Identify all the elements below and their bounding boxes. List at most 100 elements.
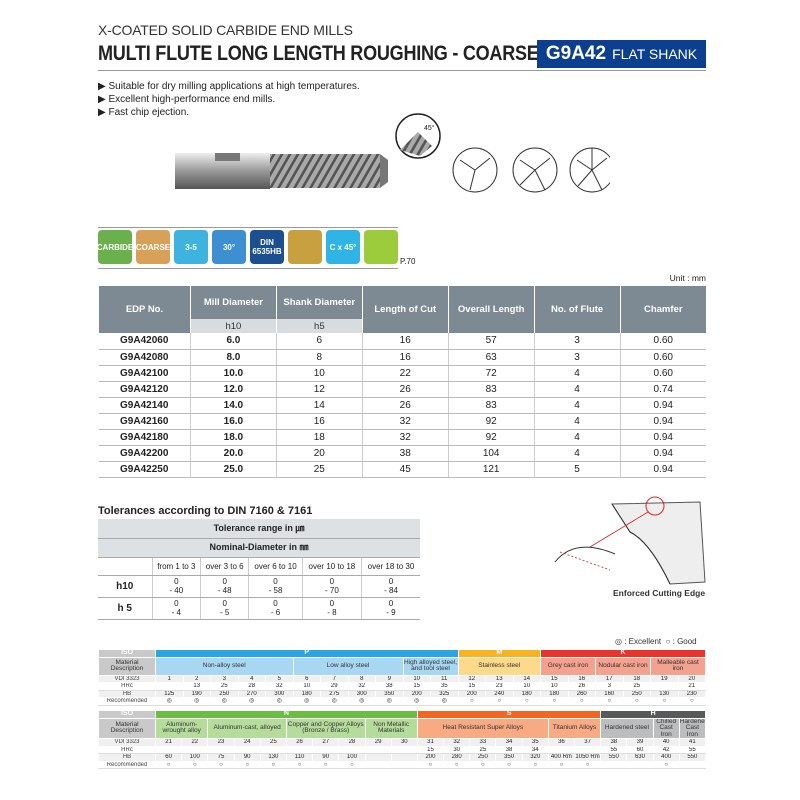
iso-row: ISO N S H xyxy=(98,710,706,719)
feature-icons: CARBIDE COARSE 3-5 30° DIN 6535HB C x 45° xyxy=(98,230,398,264)
hb-cell: 180 xyxy=(512,689,541,698)
vdi-cell: 32 xyxy=(443,738,471,747)
cell: G9A42200 xyxy=(98,445,191,462)
cell: G9A42120 xyxy=(98,381,191,398)
bullet: ▶ Suitable for dry milling applications … xyxy=(98,81,360,92)
cell: G9A42180 xyxy=(98,429,191,446)
cell: 10 xyxy=(275,365,363,382)
cell: 8.0 xyxy=(189,349,277,366)
cell: 83 xyxy=(447,397,535,414)
hb-cell: 180 xyxy=(540,689,569,698)
cell: 0.60 xyxy=(619,333,706,350)
hb-cell: 190 xyxy=(182,689,211,698)
upper: 0 xyxy=(329,577,335,586)
vdi-cell: 20 xyxy=(677,674,706,683)
din-icon: DIN 6535HB xyxy=(250,230,284,264)
tolerance-title: Tolerances according to DIN 7160 & 7161 xyxy=(98,505,313,517)
bullet-text: Excellent high-performance end mills. xyxy=(108,94,276,105)
cell: 12.0 xyxy=(189,381,277,398)
cell: 8 xyxy=(275,349,363,366)
hb-cell: 550 xyxy=(678,753,707,762)
hrc-cell: 34 xyxy=(521,745,549,754)
vdi-row: VDI 3323 1 2 3 4 5 6 7 8 9 10 11 12 13 14 15 16 17 18 19 20 xyxy=(98,674,706,683)
legend: ◎ : Excellent ○ : Good xyxy=(615,637,697,647)
hrc-cell xyxy=(181,745,209,754)
upper: 0 xyxy=(329,599,335,608)
cell: G9A42080 xyxy=(98,349,191,366)
tolerance-value: 0- 6 xyxy=(248,597,303,620)
material-description: Low alloy steel xyxy=(292,656,404,676)
rec-cell: ○ xyxy=(495,760,523,769)
bullet-text: Suitable for dry milling applications at… xyxy=(108,81,360,92)
hrc-cell xyxy=(364,745,392,754)
cell: 6 xyxy=(275,333,363,350)
column-header: over 10 to 18 xyxy=(301,557,362,576)
lower: - 84 xyxy=(384,586,398,595)
cell: 20 xyxy=(275,445,363,462)
hb-cell: 630 xyxy=(626,753,654,762)
hb-cell: 250 xyxy=(622,689,651,698)
divider xyxy=(98,227,398,228)
upper: 0 xyxy=(222,599,227,608)
cell: 72 xyxy=(447,365,535,382)
cell: 45 xyxy=(361,461,449,478)
hrc-cell xyxy=(338,745,366,754)
cross-sections xyxy=(452,147,610,193)
hrc-cell: 28 xyxy=(237,682,266,691)
row-label: Recommended xyxy=(98,760,156,769)
cell: 26 xyxy=(361,397,449,414)
table-row: G9A42250 25.0 25 45 121 5 0.94 xyxy=(98,461,706,478)
material-table-2: ISO N S H Material Description Aluminum-wroug… xyxy=(98,710,707,769)
vdi-cell: 22 xyxy=(181,738,209,747)
hrc-cell: 38 xyxy=(495,745,523,754)
vdi-cell: 31 xyxy=(416,738,445,747)
bullet: ▶ Excellent high-performance end mills. xyxy=(98,94,276,105)
vdi-cell: 29 xyxy=(364,738,392,747)
hb-cell: 200 xyxy=(457,689,486,698)
cell: 92 xyxy=(447,413,535,430)
rec-cell: ○ xyxy=(207,760,235,769)
range-label: Tolerance range in ㎛ xyxy=(98,519,420,539)
material-description: Copper and Copper Alloys (Bronze / Brass… xyxy=(285,717,366,739)
hb-cell: 275 xyxy=(320,689,349,698)
chamfer-detail xyxy=(400,132,432,156)
cell: 4 xyxy=(533,429,621,446)
rec-cell: ○ xyxy=(540,697,569,706)
column-header: Shank Diameter xyxy=(275,286,363,319)
rec-cell: ◎ xyxy=(182,697,211,706)
hb-cell xyxy=(364,753,392,762)
hrc-row: HRc 13 25 28 32 10 29 32 38 15 35 15 23 10 10 26 3 25 21 xyxy=(98,682,706,691)
bullet: ▶ Fast chip ejection. xyxy=(98,107,190,118)
cell: 0.94 xyxy=(619,445,706,462)
cell: 5 xyxy=(533,461,621,478)
vdi-cell: 2 xyxy=(182,674,211,683)
cell: G9A42140 xyxy=(98,397,191,414)
lower: - 9 xyxy=(386,608,396,617)
vdi-cell: 36 xyxy=(547,738,576,747)
hb-cell: 90 xyxy=(312,753,340,762)
vdi-cell: 23 xyxy=(207,738,235,747)
cell: 0.94 xyxy=(619,413,706,430)
tolerance-table: Tolerance range in ㎛ Nominal-Diameter in … xyxy=(98,519,420,620)
hb-cell xyxy=(390,753,418,762)
rec-cell: ◎ xyxy=(402,697,431,706)
cell: 4 xyxy=(533,397,621,414)
column-header: over 18 to 30 xyxy=(360,557,420,576)
rec-cell: ○ xyxy=(573,760,602,769)
hb-cell: 350 xyxy=(375,689,404,698)
upper: 0 xyxy=(273,599,278,608)
iso-m: M xyxy=(457,649,541,658)
edge-label: Enforced Cutting Edge xyxy=(613,588,706,598)
rec-cell xyxy=(626,760,654,769)
vdi-cell: 10 xyxy=(402,674,431,683)
hrc-cell: 21 xyxy=(677,682,706,691)
cell: 121 xyxy=(447,461,535,478)
row-label: Recommended xyxy=(98,697,156,706)
hb-cell: 325 xyxy=(430,689,459,698)
legend-good: ○ : Good xyxy=(665,637,697,646)
rec-cell: ◎ xyxy=(292,697,321,706)
material-description: Non-alloy steel xyxy=(155,656,294,676)
bullet-text: Fast chip ejection. xyxy=(108,107,190,118)
cell: 16 xyxy=(275,413,363,430)
